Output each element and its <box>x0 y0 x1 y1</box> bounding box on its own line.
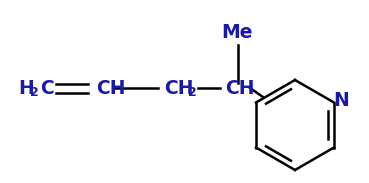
Text: CH: CH <box>225 79 255 98</box>
Text: 2: 2 <box>188 85 197 98</box>
Text: C: C <box>40 79 54 98</box>
Text: CH: CH <box>96 79 125 98</box>
Text: 2: 2 <box>30 85 39 98</box>
Text: N: N <box>333 91 349 109</box>
Text: H: H <box>18 79 34 98</box>
Text: CH: CH <box>164 79 193 98</box>
Text: Me: Me <box>221 23 253 42</box>
